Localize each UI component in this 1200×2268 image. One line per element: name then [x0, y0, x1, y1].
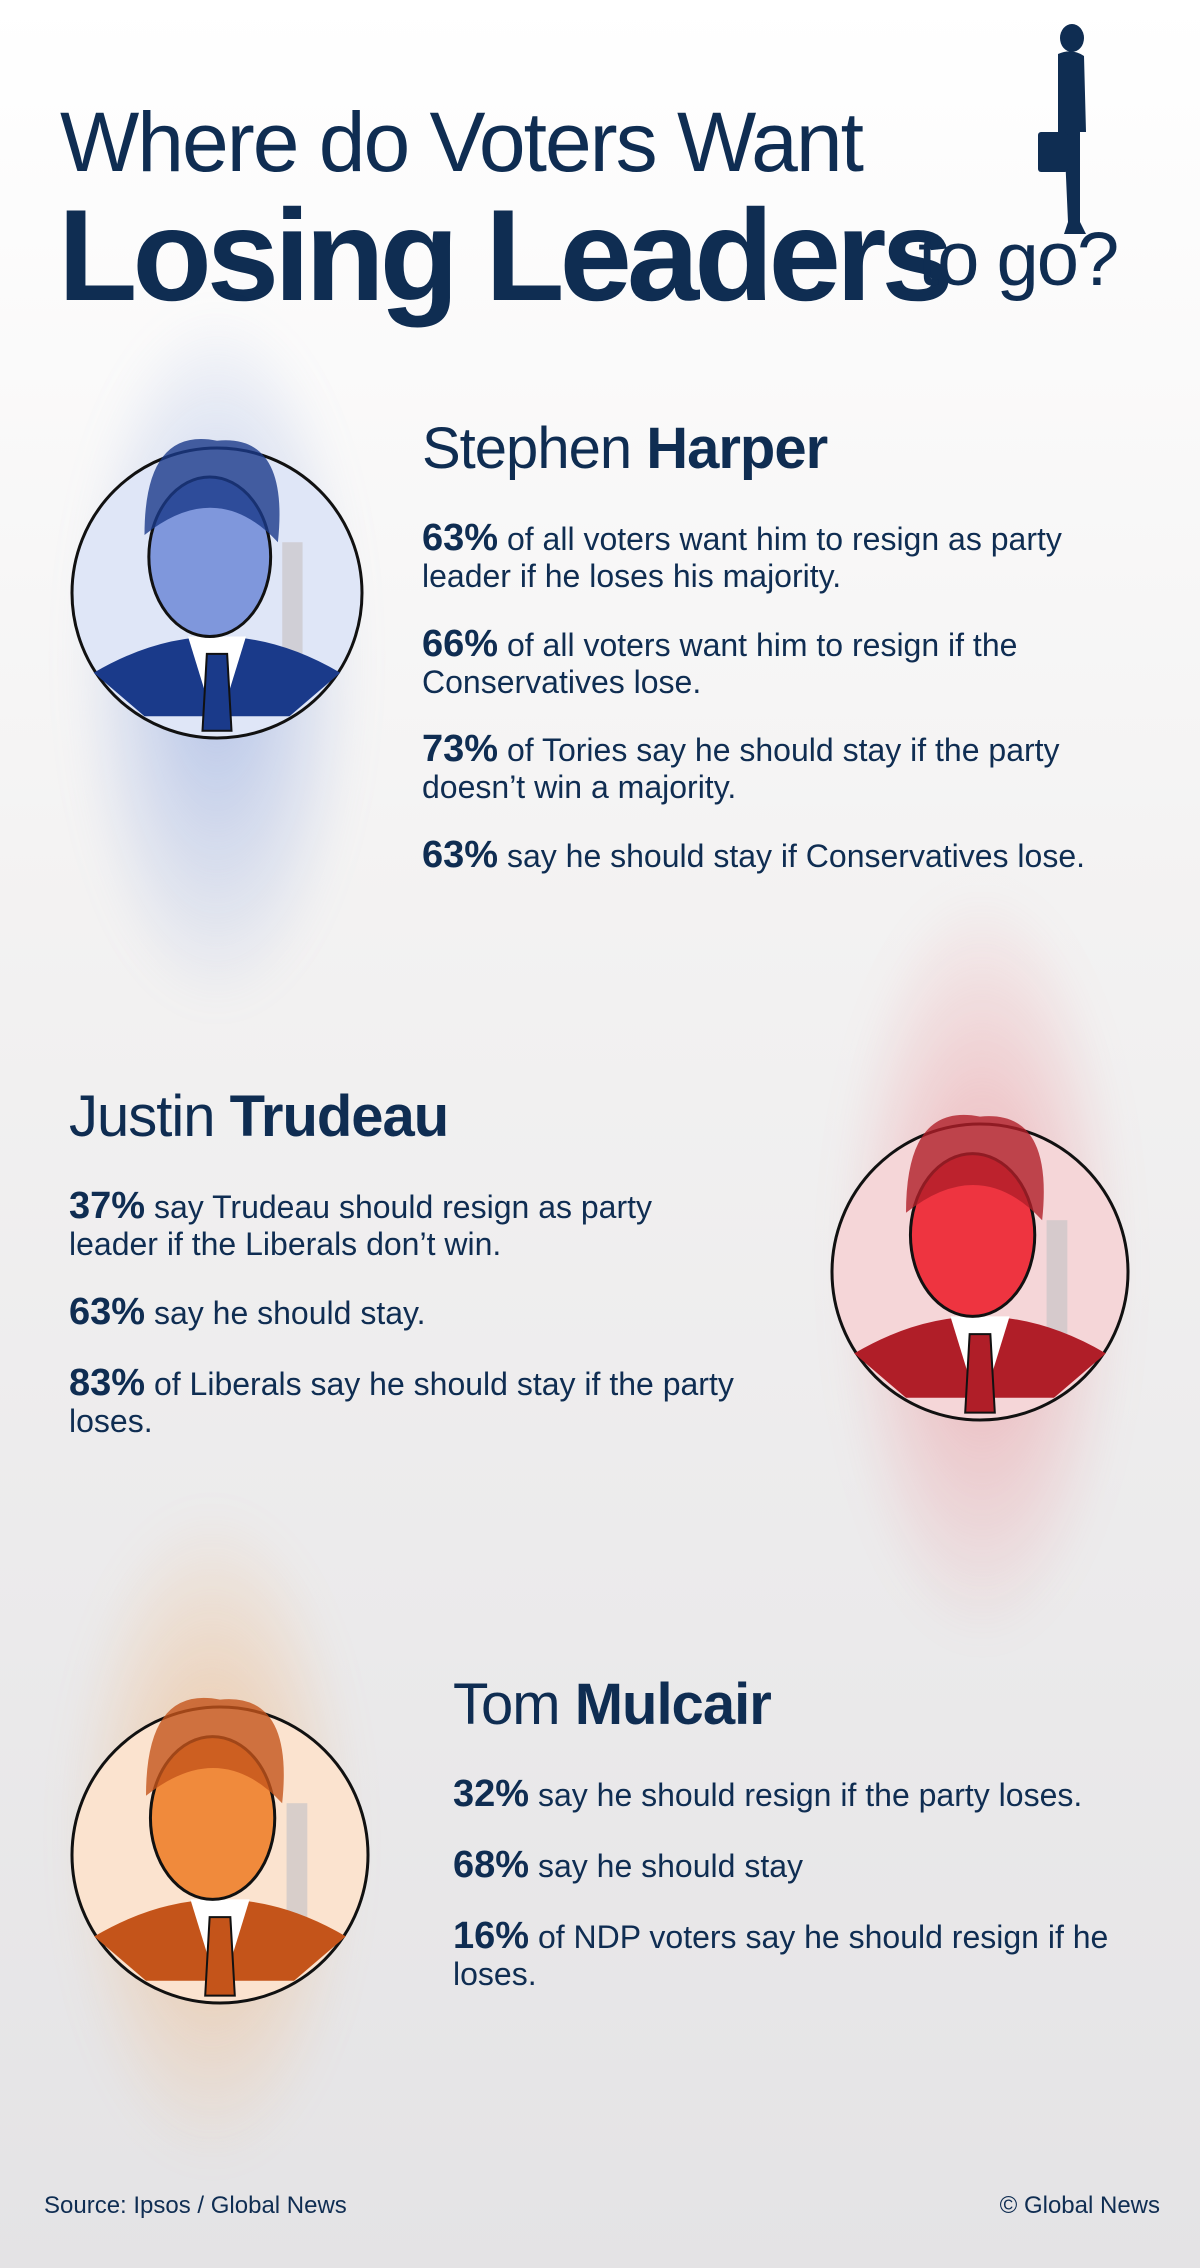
first-name: Tom [453, 1672, 561, 1737]
credit: © Global News [999, 2192, 1160, 2219]
portrait [70, 1697, 370, 2005]
stat: 66% of all voters want him to resign if … [422, 622, 1142, 700]
stat: 63% say he should stay. [69, 1290, 749, 1333]
stat-text: of Liberals say he should stay if the pa… [69, 1365, 734, 1439]
tower [1046, 1220, 1068, 1354]
first-name: Stephen [422, 416, 632, 481]
portrait [70, 439, 364, 740]
leader-block: Justin Trudeau 37% say Trudeau should res… [69, 1088, 749, 1468]
stat-percent: 66% [422, 622, 499, 665]
stat-text: say he should resign if the party loses. [537, 1777, 1083, 1813]
stat-percent: 32% [453, 1773, 530, 1815]
stat-percent: 16% [453, 1915, 530, 1958]
stat: 37% say Trudeau should resign as party l… [69, 1185, 749, 1263]
stat-text: of NDP voters say he should resign if he… [453, 1919, 1109, 1993]
leader-block: Stephen Harper 63% of all voters want him… [422, 420, 1142, 906]
title-end: to go? [918, 217, 1119, 302]
stat-percent: 37% [69, 1185, 146, 1227]
stat-text: of all voters want him to resign if the … [422, 626, 1018, 700]
stat-percent: 63% [422, 517, 499, 559]
first-name: Justin [69, 1084, 216, 1149]
stat: 63% of all voters want him to resign as … [422, 517, 1142, 595]
hair [144, 439, 280, 543]
hair [146, 1697, 284, 1804]
stat: 68% say he should stay [453, 1845, 1153, 1886]
last-name: Harper [646, 416, 828, 481]
last-name: Trudeau [229, 1084, 450, 1149]
tie [964, 1333, 996, 1414]
stat-text: say he should stay. [153, 1294, 426, 1331]
title-line: Where do Voters Want [60, 95, 864, 189]
stat-text: of Tories say he should stay if the part… [422, 732, 1060, 806]
stat: 73% of Tories say he should stay if the … [422, 729, 1142, 805]
stat: 63% say he should stay if Conservatives … [422, 833, 1142, 876]
stat-percent: 63% [69, 1290, 146, 1333]
stat-percent: 63% [422, 833, 499, 876]
leader-name: Stephen Harper [422, 420, 1142, 478]
silhouette [1038, 24, 1086, 234]
tie [201, 652, 233, 732]
source: Source: Ipsos / Global News [44, 2192, 347, 2219]
title-emphasis: Losing Leaders [58, 182, 954, 328]
stat: 83% of Liberals say he should stay if th… [69, 1361, 749, 1439]
leader-block: Tom Mulcair 32% say he should resign if t… [453, 1676, 1153, 2022]
tower [286, 1803, 308, 1937]
stat-text: say he should stay [537, 1848, 803, 1885]
portrait [830, 1114, 1130, 1422]
leader-name: Tom Mulcair [453, 1676, 1153, 1734]
stat-percent: 73% [422, 728, 499, 771]
hair [906, 1114, 1044, 1221]
stat: 16% of NDP voters say he should resign i… [453, 1916, 1153, 1992]
stat-text: say he should stay if Conservatives lose… [506, 837, 1086, 874]
stat-percent: 83% [69, 1361, 146, 1404]
tie [204, 1916, 236, 1997]
stat-percent: 68% [453, 1844, 530, 1887]
stat: 32% say he should resign if the party lo… [453, 1773, 1153, 1815]
stat-text: of all voters want him to resign as part… [422, 521, 1062, 595]
leader-name: Justin Trudeau [69, 1088, 749, 1146]
last-name: Mulcair [574, 1672, 772, 1737]
stat-text: say Trudeau should resign as party leade… [69, 1189, 653, 1263]
tower [282, 542, 303, 673]
